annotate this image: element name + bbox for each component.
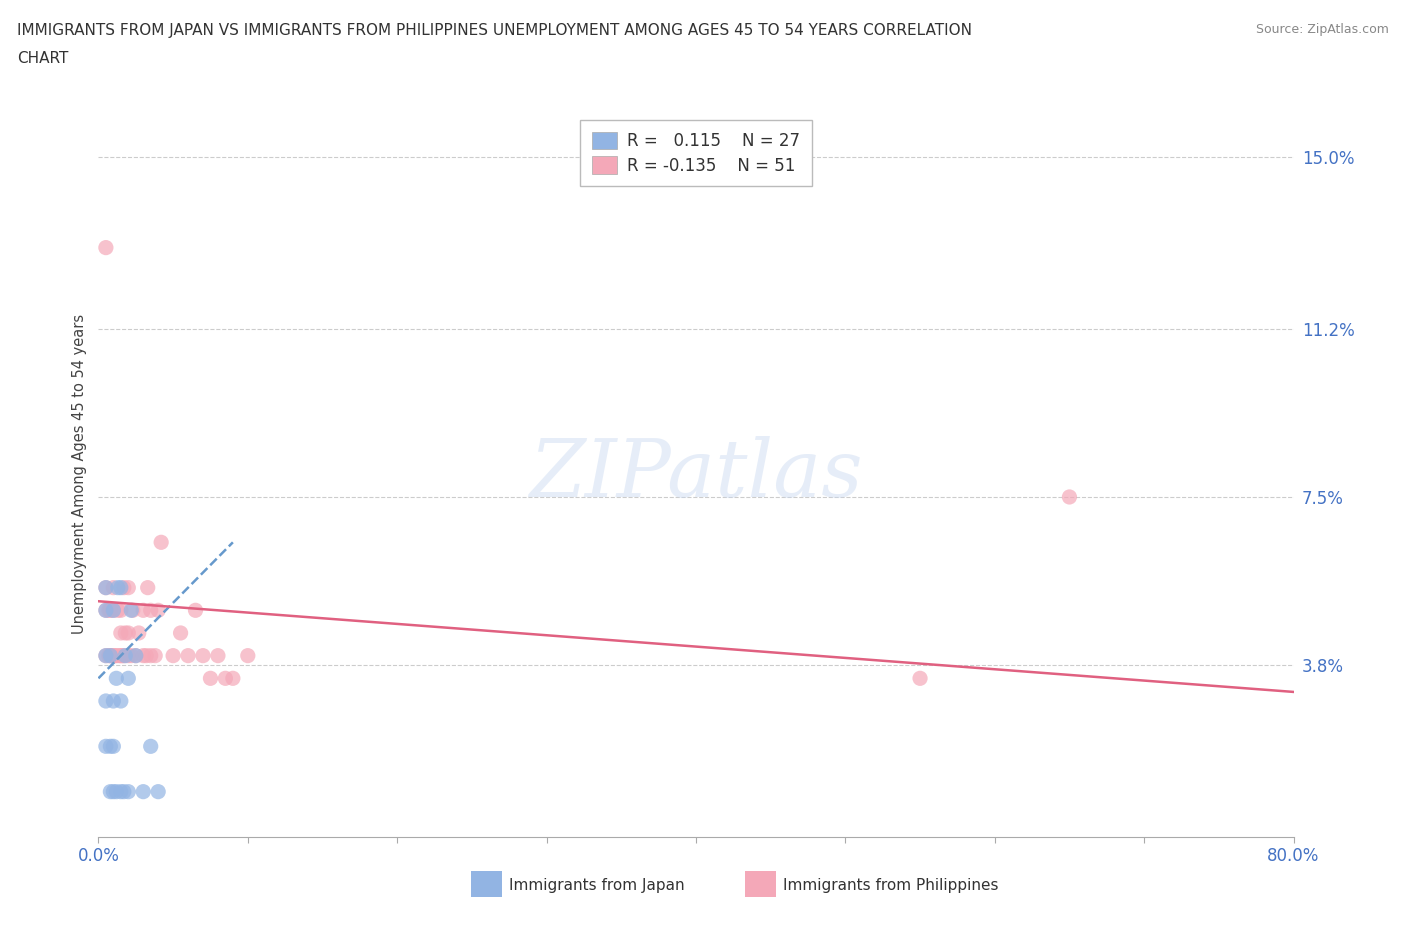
Point: [94, 603, 117, 618]
Point: [139, 738, 162, 753]
Point: [103, 694, 125, 709]
Point: [191, 648, 214, 663]
Point: [104, 648, 127, 663]
Point: [101, 648, 124, 663]
Point: [114, 648, 136, 663]
Point: [94, 738, 117, 753]
Point: [132, 603, 155, 618]
Point: [100, 738, 122, 753]
Point: [128, 626, 150, 641]
Point: [120, 603, 142, 618]
Point: [94, 580, 117, 595]
Point: [139, 648, 162, 663]
Point: [112, 648, 135, 663]
Point: [1059, 489, 1081, 504]
Point: [111, 648, 134, 663]
Point: [107, 580, 129, 595]
Point: [222, 671, 245, 685]
Point: [117, 580, 139, 595]
Point: [177, 648, 200, 663]
Point: [112, 580, 135, 595]
Point: [100, 603, 122, 618]
Point: [132, 648, 155, 663]
Point: [207, 648, 229, 663]
Point: [184, 603, 207, 618]
Point: [103, 603, 125, 618]
Point: [94, 648, 117, 663]
Point: [100, 648, 122, 663]
Point: [139, 603, 162, 618]
Point: [94, 240, 117, 255]
Point: [110, 648, 132, 663]
Point: [214, 671, 236, 685]
Point: [110, 626, 132, 641]
Point: [94, 580, 117, 595]
Point: [110, 603, 132, 618]
Point: [114, 626, 136, 641]
Point: [107, 603, 129, 618]
Point: [120, 648, 142, 663]
Point: [94, 603, 117, 618]
Point: [94, 648, 117, 663]
Point: [136, 580, 159, 595]
Point: [110, 694, 132, 709]
Point: [100, 784, 122, 799]
Point: [100, 648, 122, 663]
Text: ZIPatlas: ZIPatlas: [529, 435, 863, 513]
Point: [103, 648, 125, 663]
Point: [162, 648, 184, 663]
Point: [112, 784, 135, 799]
Point: [132, 784, 155, 799]
Y-axis label: Unemployment Among Ages 45 to 54 years: Unemployment Among Ages 45 to 54 years: [72, 314, 87, 634]
Point: [117, 648, 139, 663]
Point: [103, 784, 125, 799]
Point: [125, 648, 148, 663]
Point: [150, 535, 173, 550]
Point: [103, 603, 125, 618]
Text: Immigrants from Japan: Immigrants from Japan: [509, 878, 685, 893]
Point: [117, 671, 139, 685]
Point: [105, 784, 128, 799]
Text: CHART: CHART: [17, 51, 69, 66]
Point: [110, 580, 132, 595]
Point: [105, 671, 128, 685]
Point: [94, 694, 117, 709]
Point: [105, 648, 128, 663]
Point: [143, 648, 166, 663]
Point: [97, 648, 120, 663]
Point: [121, 603, 143, 618]
Point: [135, 648, 157, 663]
Point: [169, 626, 191, 641]
Text: Source: ZipAtlas.com: Source: ZipAtlas.com: [1256, 23, 1389, 36]
Point: [97, 603, 120, 618]
Text: Immigrants from Philippines: Immigrants from Philippines: [783, 878, 998, 893]
Point: [200, 671, 222, 685]
Point: [148, 603, 170, 618]
Point: [148, 784, 170, 799]
Point: [236, 648, 259, 663]
Point: [110, 784, 132, 799]
Point: [117, 784, 139, 799]
Text: IMMIGRANTS FROM JAPAN VS IMMIGRANTS FROM PHILIPPINES UNEMPLOYMENT AMONG AGES 45 : IMMIGRANTS FROM JAPAN VS IMMIGRANTS FROM…: [17, 23, 972, 38]
Point: [103, 738, 125, 753]
Legend: R =   0.115    N = 27, R = -0.135    N = 51: R = 0.115 N = 27, R = -0.135 N = 51: [581, 120, 811, 186]
Point: [108, 648, 131, 663]
Point: [117, 626, 139, 641]
Point: [125, 648, 148, 663]
Point: [103, 580, 125, 595]
Point: [908, 671, 931, 685]
